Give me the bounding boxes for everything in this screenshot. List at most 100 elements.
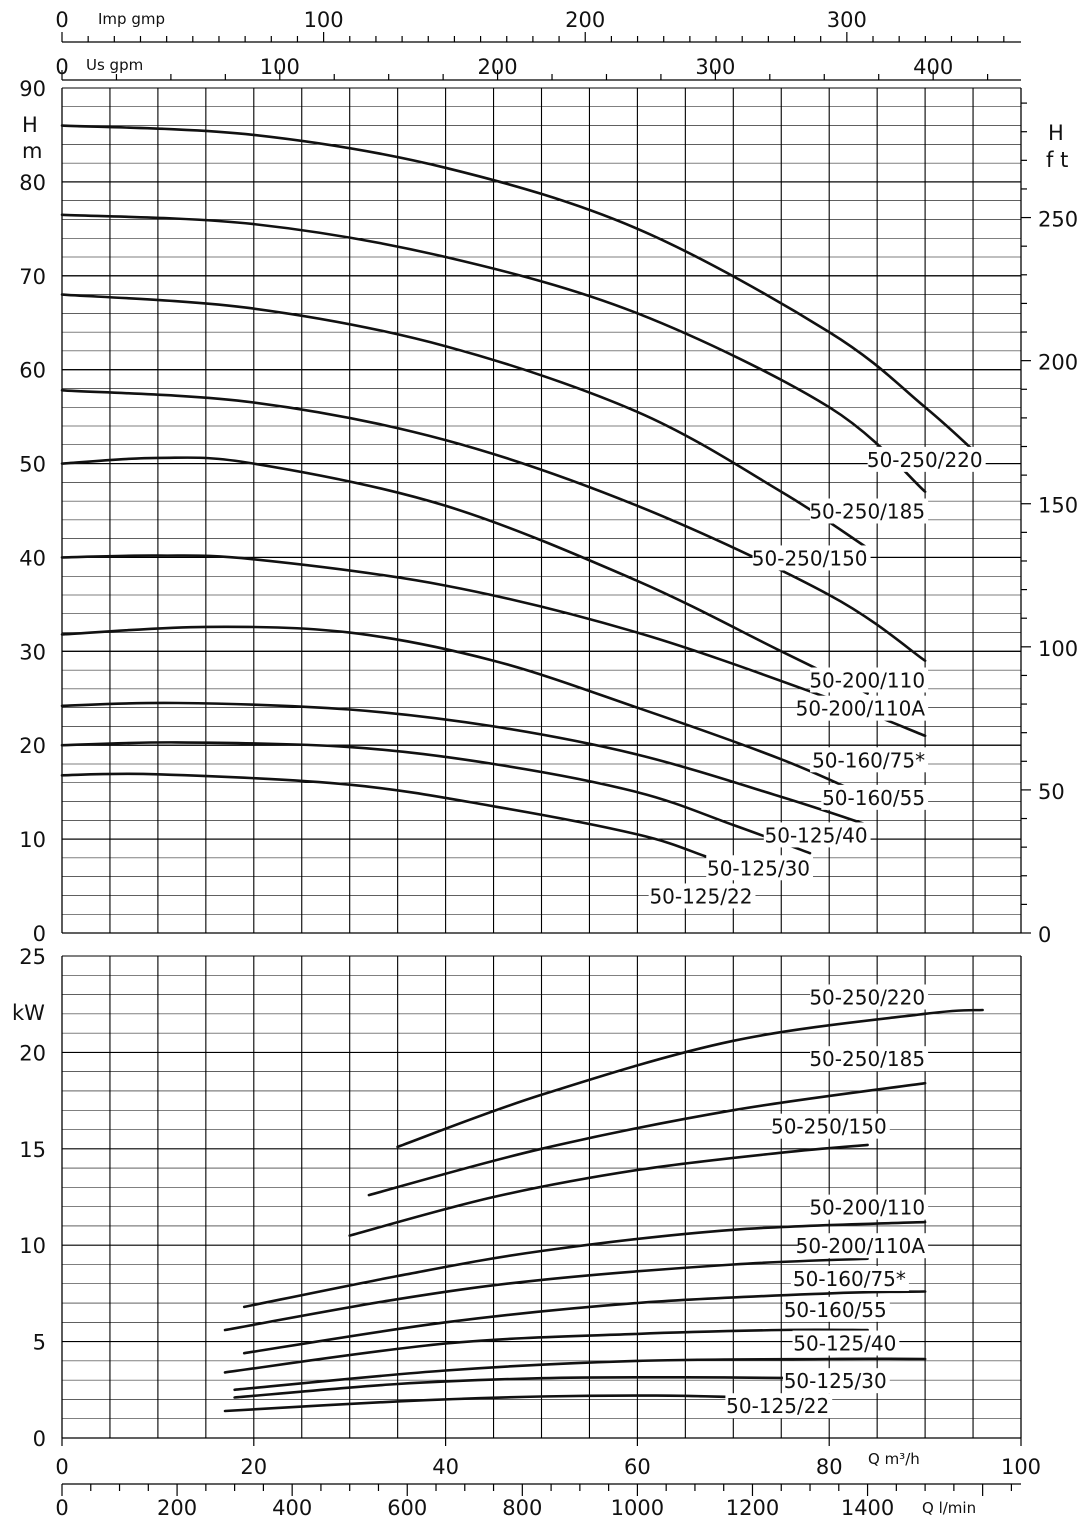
- power-curve-50-250-220: [396, 1008, 984, 1149]
- power-curve-label-bg: [725, 1393, 833, 1419]
- head-curve-50-125-40: [60, 701, 869, 827]
- tick-label-head-ft: 200: [1038, 351, 1078, 375]
- tick-label-lmin: 1400: [841, 1496, 894, 1519]
- tick-label-usgpm: 0: [55, 55, 68, 79]
- head-curve-label: 50-200/110A: [796, 697, 926, 721]
- head-curve-label-bg: [810, 498, 929, 524]
- tick-label-x-main: 40: [432, 1455, 459, 1479]
- tick-label-lmin: 0: [55, 1496, 68, 1519]
- tick-label-x-main: 0: [55, 1455, 68, 1479]
- xlabel-main: Q m³/h: [868, 1450, 920, 1468]
- head-curve-label-bg: [867, 446, 986, 472]
- tick-label-usgpm: 200: [478, 55, 518, 79]
- ylabel-head-right-h: H: [1048, 121, 1064, 145]
- head-curve-label-bg: [810, 667, 929, 693]
- head-curve-50-125-30: [60, 741, 812, 855]
- power-curve-label-bg: [792, 1330, 900, 1356]
- tick-label-head-ft: 50: [1038, 780, 1065, 804]
- tick-label-lmin: 800: [502, 1496, 542, 1519]
- head-curve-50-200-110: [60, 389, 927, 662]
- power-curve-label-bg: [771, 1113, 890, 1139]
- power-curve-label-bg: [810, 984, 929, 1010]
- head-curve-50-125-22: [60, 772, 754, 877]
- tick-label-usgpm: 300: [695, 55, 735, 79]
- power-curve-50-125-40: [233, 1357, 927, 1392]
- xlabel-impgpm: Imp gmp: [98, 10, 165, 28]
- power-curve-label-bg: [782, 1368, 890, 1394]
- power-curve-label: 50-125/30: [784, 1369, 887, 1393]
- tick-label-lmin: 600: [387, 1496, 427, 1519]
- ylabel-power: kW: [12, 1001, 45, 1025]
- tick-label-impgpm: 0: [55, 8, 68, 32]
- tick-label-lmin: 1000: [611, 1496, 664, 1519]
- tick-label-head-y: 60: [19, 359, 46, 383]
- tick-label-head-ft: 0: [1038, 923, 1051, 947]
- head-curve-label: 50-125/40: [765, 823, 868, 847]
- head-curve-label-bg: [706, 855, 814, 881]
- head-curve-label: 50-160/55: [822, 786, 925, 810]
- tick-label-power-y: 10: [19, 1234, 46, 1258]
- power-curve-label: 50-200/110A: [796, 1234, 926, 1258]
- head-curve-label-bg: [648, 883, 756, 909]
- tick-label-head-ft: 100: [1038, 637, 1078, 661]
- tick-label-lmin: 200: [157, 1496, 197, 1519]
- head-curve-label: 50-200/110: [809, 669, 925, 693]
- head-curve-50-250-185: [60, 213, 927, 493]
- power-curve-50-250-185: [367, 1081, 927, 1197]
- tick-label-power-y: 20: [19, 1041, 46, 1065]
- tick-label-head-y: 90: [19, 77, 46, 101]
- tick-label-usgpm: 100: [260, 55, 300, 79]
- tick-label-power-y: 0: [33, 1427, 46, 1451]
- power-curve-label-bg: [810, 1046, 929, 1072]
- power-curve-label-bg: [798, 1233, 929, 1259]
- tick-label-head-y: 40: [19, 546, 46, 570]
- power-curve-label: 50-250/185: [809, 1047, 925, 1071]
- head-curve-label-bg: [821, 784, 929, 810]
- tick-label-lmin: 400: [272, 1496, 312, 1519]
- tick-label-x-main: 60: [624, 1455, 651, 1479]
- tick-label-x-main: 80: [816, 1455, 843, 1479]
- power-curve-label: 50-250/220: [809, 985, 925, 1009]
- ylabel-head-m: m: [22, 139, 42, 163]
- tick-label-power-y: 25: [19, 945, 46, 969]
- tick-label-x-main: 20: [240, 1455, 267, 1479]
- head-curve-label-bg: [752, 545, 871, 571]
- head-curve-label: 50-250/185: [809, 500, 925, 524]
- head-curve-label: 50-250/220: [867, 448, 983, 472]
- tick-label-head-y: 70: [19, 265, 46, 289]
- tick-label-usgpm: 400: [913, 55, 953, 79]
- head-curve-50-250-220: [60, 124, 984, 461]
- head-curve-label: 50-125/22: [649, 884, 752, 908]
- head-curve-label: 50-250/150: [752, 546, 868, 570]
- head-curve-label-bg: [810, 747, 929, 773]
- power-curve-label-bg: [810, 1194, 929, 1220]
- head-curve-50-250-150: [60, 293, 869, 550]
- power-curve-label-bg: [782, 1296, 890, 1322]
- head-curve-label: 50-160/75*: [812, 748, 925, 772]
- ylabel-head-h: H: [22, 113, 38, 137]
- tick-label-impgpm: 200: [565, 8, 605, 32]
- tick-label-impgpm: 300: [827, 8, 867, 32]
- head-curve-label-bg: [798, 695, 929, 721]
- tick-label-head-y: 10: [19, 828, 46, 852]
- head-curve-50-200-110a: [60, 456, 869, 695]
- tick-label-lmin: 1200: [726, 1496, 779, 1519]
- power-curve-label-bg: [790, 1265, 909, 1291]
- power-curve-50-200-110: [242, 1220, 927, 1309]
- tick-label-head-y: 50: [19, 453, 46, 477]
- power-curve-label: 50-250/150: [771, 1115, 887, 1139]
- xlabel-usgpm: Us gpm: [86, 56, 143, 74]
- tick-label-head-y: 30: [19, 640, 46, 664]
- power-curve-label: 50-160/75*: [793, 1267, 906, 1291]
- tick-label-impgpm: 100: [304, 8, 344, 32]
- head-curve-label: 50-125/30: [707, 856, 810, 880]
- power-curve-50-160-75-: [242, 1290, 927, 1355]
- xlabel-lmin: Q l/min: [922, 1499, 976, 1517]
- power-curve-label: 50-200/110: [809, 1196, 925, 1220]
- tick-label-head-ft: 150: [1038, 494, 1078, 518]
- tick-label-power-y: 15: [19, 1138, 46, 1162]
- head-curve-50-160-55: [60, 625, 869, 799]
- ylabel-head-right-ft: f t: [1046, 148, 1068, 172]
